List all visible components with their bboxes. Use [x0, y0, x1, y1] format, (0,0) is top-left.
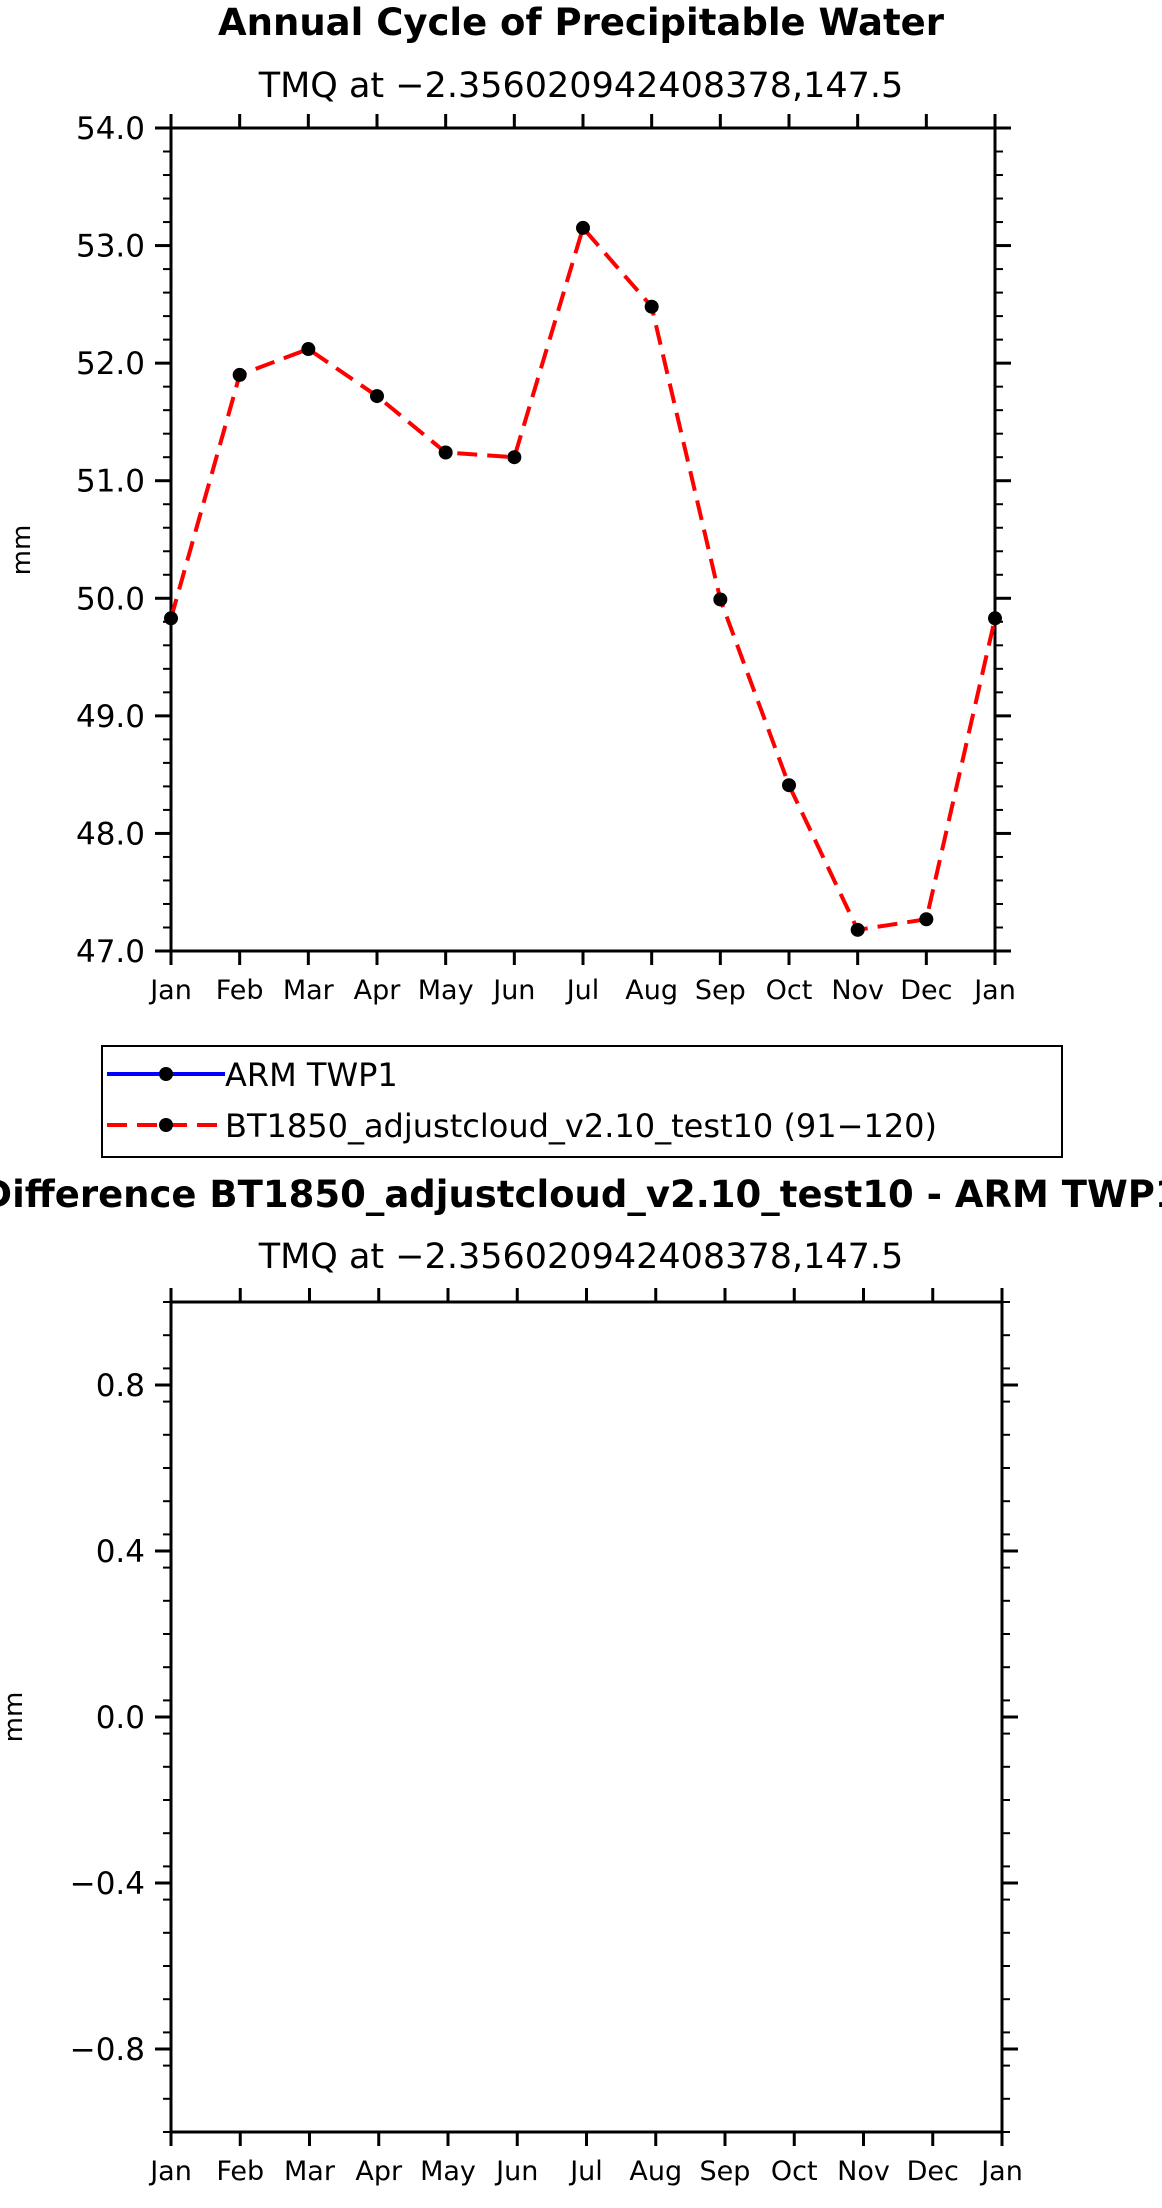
- plot-area: Jan Feb Mar Apr May Jun Jul Aug Sep Oct Nov Dec Jan4…: [76, 111, 1016, 1006]
- x-tick-label: Jun: [491, 975, 535, 1006]
- legend-marker-bt1850: [159, 1118, 173, 1132]
- y-tick-label: 0.8: [96, 1368, 145, 1404]
- x-tick-label: Dec: [907, 2156, 959, 2187]
- legend-label-arm-twp1: ARM TWP1: [225, 1056, 398, 1094]
- plot-frame: [169, 126, 997, 953]
- x-tick-label: Sep: [700, 2156, 751, 2187]
- y-axis-label: mm: [7, 525, 37, 576]
- legend-marker-arm-twp1: [159, 1067, 173, 1081]
- y-tick-label: −0.8: [70, 2032, 145, 2068]
- difference-chart-title: Difference BT1850_adjustcloud_v2.10_test…: [0, 1173, 1162, 1216]
- difference-chart: Difference BT1850_adjustcloud_v2.10_test…: [0, 1173, 1162, 2187]
- y-tick-label: 53.0: [76, 229, 145, 265]
- data-point: [370, 389, 384, 404]
- y-tick-label: −0.4: [70, 1866, 145, 1902]
- x-tick-label: Aug: [625, 975, 678, 1006]
- difference-plot-area: Jan Feb Mar Apr May Jun Jul Aug Sep Oct Nov Dec Jan −…: [70, 1288, 1023, 2187]
- x-tick-label: Jan: [979, 2156, 1023, 2187]
- plot-frame: [169, 1300, 1004, 2134]
- difference-y-axis-label: mm: [0, 1692, 29, 1743]
- x-tick-label: Oct: [771, 2156, 818, 2187]
- y-tick-label: 48.0: [76, 816, 145, 852]
- x-tick-label: Jan: [972, 975, 1016, 1006]
- chart-title: Annual Cycle of Precipitable Water: [218, 1, 945, 44]
- x-tick-label: Mar: [284, 2156, 336, 2187]
- x-tick-label: Feb: [216, 2156, 264, 2187]
- data-point: [782, 778, 796, 793]
- y-tick-label: 50.0: [76, 581, 145, 617]
- annual-cycle-chart: Annual Cycle of Precipitable Water TMQ a…: [7, 1, 1016, 1006]
- x-tick-label: Nov: [831, 975, 884, 1006]
- y-tick-label: 0.0: [96, 1700, 145, 1736]
- legend-entry-bt1850: BT1850_adjustcloud_v2.10_test10 (91−120): [107, 1107, 937, 1145]
- data-point: [438, 445, 453, 460]
- x-tick-label: Apr: [355, 2156, 403, 2187]
- y-tick-label: 0.4: [96, 1534, 145, 1570]
- data-point: [576, 220, 590, 235]
- data-point: [850, 922, 865, 937]
- legend-box: [101, 1045, 1063, 1158]
- x-tick-label: Jul: [568, 2156, 603, 2187]
- data-point: [232, 367, 247, 382]
- x-tick-label: Jul: [565, 975, 600, 1006]
- data-point: [301, 342, 316, 357]
- x-tick-label: Jan: [148, 2156, 192, 2187]
- legend: ARM TWP1 BT1850_adjustcloud_v2.10_test10…: [101, 1045, 1063, 1158]
- y-tick-label: 52.0: [76, 346, 145, 382]
- data-point: [988, 611, 1002, 626]
- y-tick-label: 47.0: [76, 934, 145, 970]
- x-tick-label: Aug: [629, 2156, 682, 2187]
- y-tick-label: 54.0: [76, 111, 145, 147]
- legend-label-bt1850: BT1850_adjustcloud_v2.10_test10 (91−120): [225, 1107, 937, 1145]
- legend-entry-arm-twp1: ARM TWP1: [107, 1056, 398, 1094]
- difference-chart-subtitle: TMQ at −2.356020942408378,147.5: [258, 1237, 904, 1277]
- y-tick-label: 49.0: [76, 699, 145, 735]
- x-tick-label: Oct: [766, 975, 813, 1006]
- y-tick-label: 51.0: [76, 464, 145, 500]
- series-line: [169, 223, 997, 933]
- x-tick-label: Feb: [216, 975, 264, 1006]
- x-tick-label: Jun: [494, 2156, 538, 2187]
- data-point: [713, 592, 728, 607]
- x-tick-label: Dec: [900, 975, 952, 1006]
- x-tick-label: Mar: [283, 975, 335, 1006]
- data-point: [507, 450, 522, 465]
- data-point: [919, 912, 934, 927]
- data-point: [164, 611, 178, 626]
- x-tick-label: Sep: [695, 975, 746, 1006]
- x-tick-label: Apr: [354, 975, 402, 1006]
- chart-subtitle: TMQ at −2.356020942408378,147.5: [258, 66, 904, 106]
- data-point: [644, 299, 659, 314]
- x-tick-label: Nov: [837, 2156, 890, 2187]
- x-tick-label: May: [420, 2156, 476, 2187]
- x-tick-label: May: [418, 975, 474, 1006]
- x-tick-label: Jan: [148, 975, 192, 1006]
